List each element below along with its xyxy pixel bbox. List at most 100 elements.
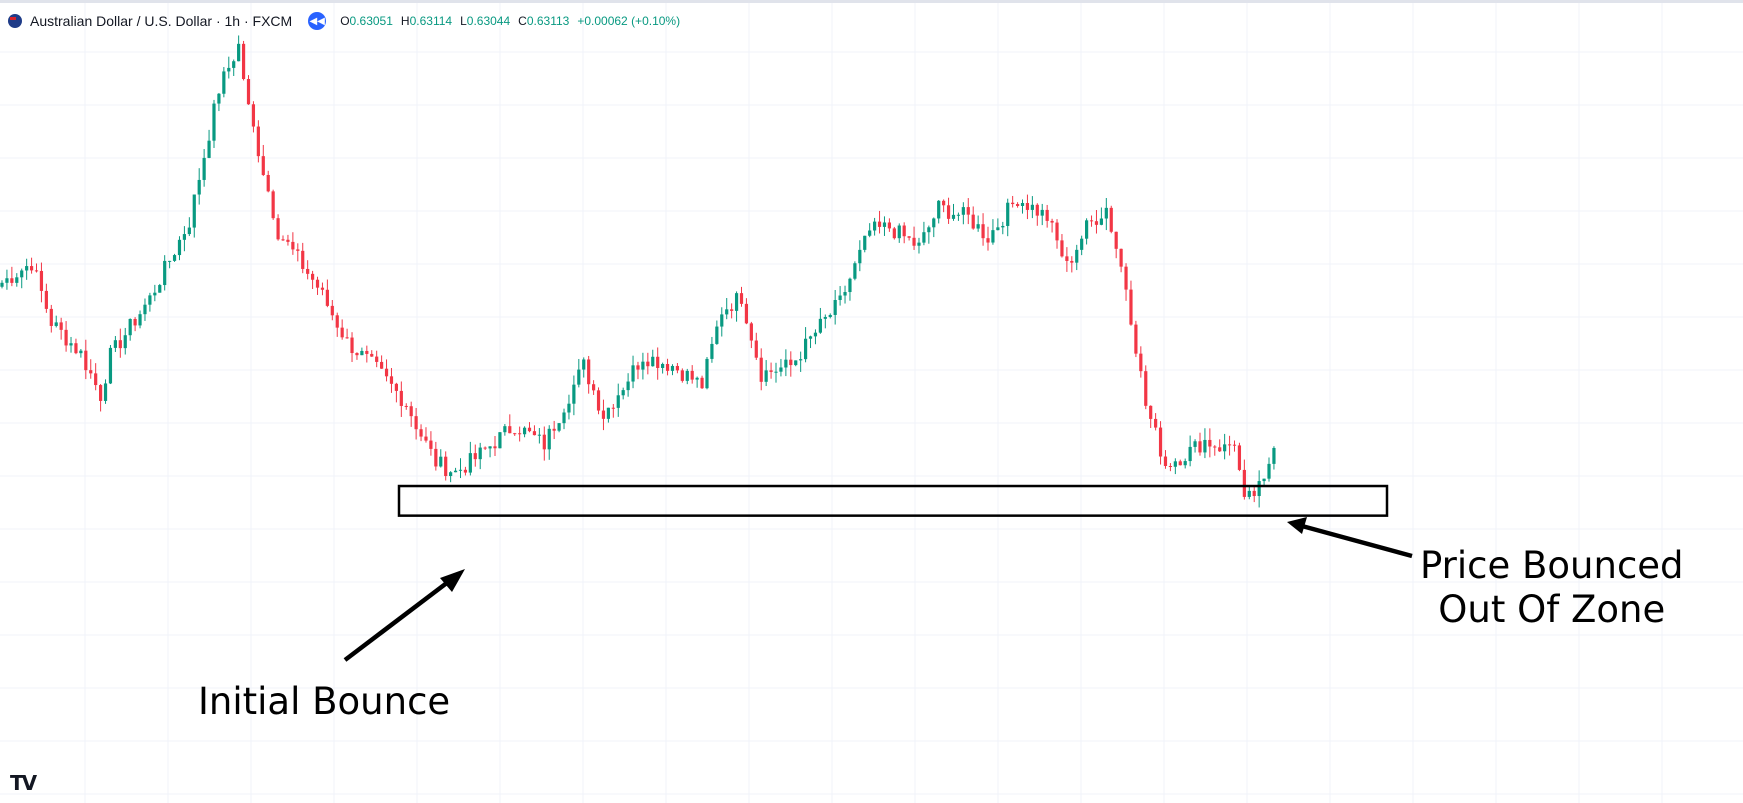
candle-up: [843, 292, 847, 296]
candle-up: [961, 207, 965, 215]
candle-down: [306, 268, 310, 274]
candle-down: [281, 239, 285, 241]
candle-up: [192, 194, 196, 228]
candle-up: [932, 218, 936, 228]
candle-up: [562, 412, 566, 424]
candle-up: [0, 282, 4, 287]
candle-up: [838, 295, 842, 301]
candle-down: [64, 329, 68, 346]
candle-up: [138, 314, 142, 326]
candle-down: [286, 239, 290, 242]
candle-down: [542, 434, 546, 450]
candle-down: [1139, 353, 1143, 372]
candle-up: [1183, 461, 1187, 466]
candle-down: [1252, 490, 1256, 497]
candle-down: [261, 156, 265, 175]
candle-down: [1089, 220, 1094, 222]
candle-down: [907, 236, 911, 238]
candle-down: [74, 343, 78, 354]
candle-up: [103, 383, 108, 401]
candle-down: [434, 448, 438, 467]
candle-down: [429, 440, 433, 449]
candle-up: [212, 103, 216, 141]
candle-down: [508, 426, 512, 434]
candle-up: [1085, 220, 1089, 239]
candle-up: [873, 221, 877, 231]
candle-up: [1075, 249, 1079, 263]
candle-up: [828, 314, 832, 317]
candle-up: [577, 369, 581, 385]
candle-up: [217, 93, 221, 104]
candle-down: [1065, 256, 1069, 261]
candle-down: [1055, 222, 1059, 241]
candle-down: [1237, 445, 1242, 470]
candle-up: [108, 347, 113, 384]
candle-up: [1257, 481, 1261, 497]
candle-down: [94, 373, 98, 386]
candle-down: [414, 416, 418, 430]
ohlc-low: L0.63044: [460, 14, 511, 28]
candle-down: [345, 337, 349, 339]
replay-icon[interactable]: ◀◀: [308, 12, 327, 30]
candle-up: [177, 239, 182, 256]
candle-up: [25, 266, 29, 271]
candle-down: [241, 43, 246, 80]
candle-down: [1218, 447, 1222, 452]
candle-down: [942, 200, 946, 206]
candle-down: [1168, 465, 1173, 467]
candle-up: [547, 428, 551, 450]
candle-down: [1163, 456, 1168, 466]
candle-up: [227, 67, 231, 72]
candle-down: [266, 174, 270, 192]
candle-up: [237, 43, 241, 62]
candle-up: [572, 384, 576, 404]
candle-up: [991, 230, 995, 243]
candle-down: [759, 357, 763, 382]
candle-up: [1030, 204, 1034, 210]
candle-up: [670, 365, 675, 371]
candle-up: [976, 224, 980, 229]
candle-down: [1144, 371, 1148, 406]
candle-down: [310, 273, 315, 280]
candle-up: [1006, 202, 1010, 226]
candle-down: [1227, 444, 1232, 446]
candle-down: [335, 315, 339, 328]
candle-down: [375, 356, 379, 362]
candle-down: [665, 363, 670, 371]
candle-down: [370, 353, 374, 357]
candle-up: [143, 304, 147, 315]
candle-up: [54, 322, 58, 326]
aud-flag-icon: [8, 14, 22, 28]
candle-up: [1001, 225, 1005, 228]
candle-down: [1119, 248, 1123, 267]
candle-down: [1094, 221, 1099, 225]
candle-down: [389, 376, 394, 384]
candle-up: [705, 358, 709, 389]
candle-up: [172, 255, 177, 261]
tradingview-logo-icon: TV: [10, 771, 37, 795]
candle-down: [473, 453, 477, 460]
candle-down: [986, 238, 990, 243]
candle-down: [315, 279, 320, 288]
candle-down: [680, 370, 684, 381]
arrow-price-bounced: [1287, 517, 1413, 559]
candle-up: [808, 336, 813, 339]
candle-down: [256, 126, 260, 157]
candle-down: [1011, 202, 1015, 205]
candle-down: [291, 241, 295, 250]
candle-up: [631, 365, 635, 382]
candle-up: [720, 314, 724, 327]
candle-up: [1267, 463, 1271, 479]
candle-up: [927, 227, 931, 233]
candle-down: [1178, 461, 1182, 466]
candle-up: [15, 277, 19, 283]
candle-down: [49, 308, 53, 326]
candle-up: [813, 332, 818, 337]
candle-down: [636, 365, 640, 370]
candle-down: [902, 225, 906, 237]
candle-up: [794, 360, 798, 366]
candle-down: [532, 431, 537, 436]
